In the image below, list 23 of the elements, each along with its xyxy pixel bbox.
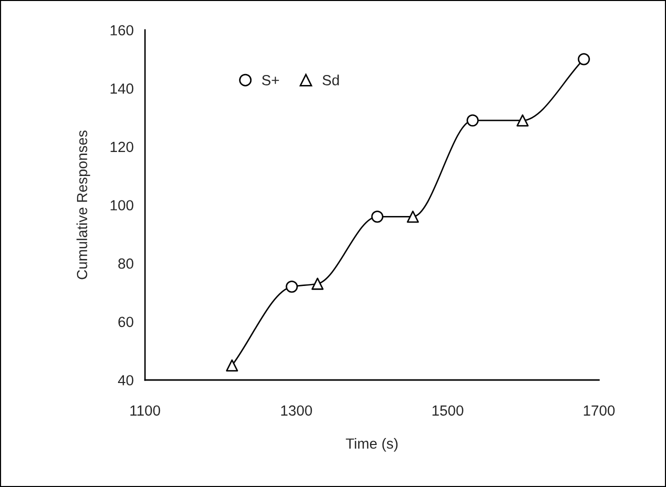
y-axis-title: Cumulative Responses (76, 130, 90, 280)
point (578, 53, 590, 66)
y-tick-label: 60 (118, 316, 134, 328)
y-tick-label: 160 (110, 25, 134, 36)
x-tick-label: 1500 (432, 405, 464, 416)
point (286, 280, 298, 293)
point (226, 359, 238, 372)
y-tick-label: 40 (118, 375, 134, 386)
y-tick-label: 140 (110, 83, 134, 94)
x-axis-title: Time (s) (346, 438, 398, 452)
y-tick-label: 80 (118, 258, 134, 269)
y-tick-label: 100 (110, 200, 134, 210)
point (311, 278, 324, 290)
legend-label: Sd (322, 74, 339, 86)
legend-label: S+ (262, 75, 279, 86)
x-tick-label: 1700 (584, 405, 615, 416)
x-tick-label: 1100 (130, 405, 160, 416)
point (406, 210, 419, 223)
point (371, 210, 384, 223)
point (516, 114, 529, 126)
y-tick-label: 120 (110, 142, 134, 152)
point (466, 114, 479, 126)
x-tick-label: 1300 (281, 405, 312, 416)
